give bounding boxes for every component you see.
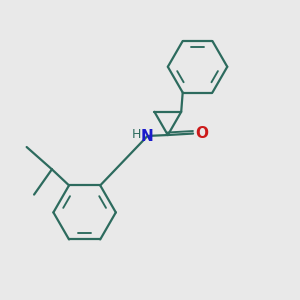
Text: O: O [195, 126, 208, 141]
Text: H: H [132, 128, 141, 141]
Text: N: N [141, 129, 153, 144]
